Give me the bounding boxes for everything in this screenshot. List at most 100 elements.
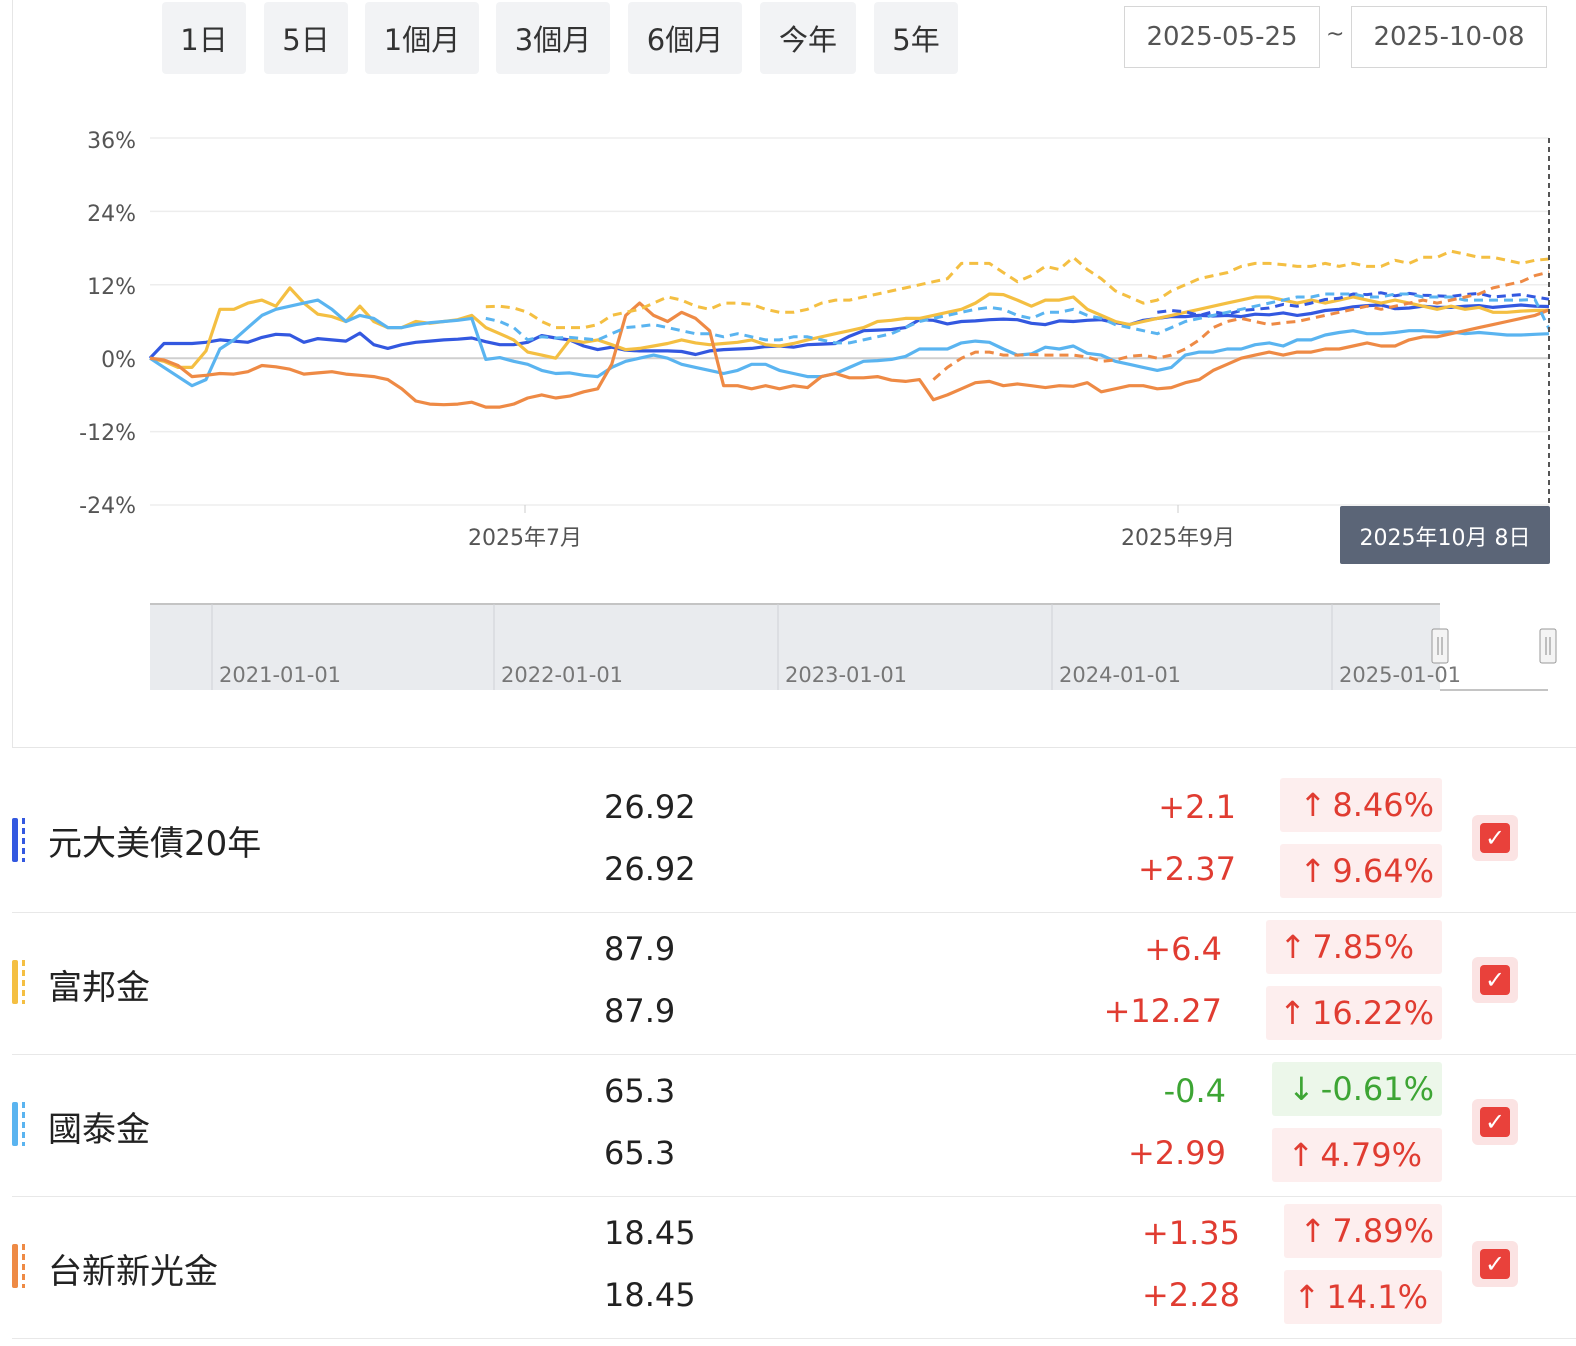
price: 18.45: [604, 1214, 696, 1252]
range-button-3m[interactable]: 3個月: [496, 2, 610, 74]
percent-badge: ↑ 14.1%: [1284, 1270, 1442, 1324]
series-line: [149, 298, 1550, 388]
price: 65.3: [604, 1072, 676, 1110]
range-button-6m[interactable]: 6個月: [628, 2, 742, 74]
arrow-up-icon: ↑: [1279, 928, 1307, 966]
checkmark-icon[interactable]: ✓: [1480, 823, 1510, 853]
percent-value: 4.79%: [1320, 1136, 1422, 1174]
series-legend-marker: [12, 1102, 26, 1146]
price: 87.9: [604, 930, 676, 968]
series-legend-marker: [12, 960, 26, 1004]
navigator-handle-right[interactable]: [1539, 628, 1557, 664]
range-button-ytd[interactable]: 今年: [760, 2, 856, 74]
y-tick-label: 24%: [87, 202, 136, 227]
arrow-up-icon: ↑: [1287, 1136, 1315, 1174]
arrow-up-icon: ↑: [1293, 1278, 1321, 1316]
y-tick-label: 0%: [101, 348, 136, 373]
crosshair-label: 2025年10月 8日: [1360, 526, 1531, 551]
arrow-down-icon: ↓: [1287, 1070, 1315, 1108]
security-name: 元大美債20年: [48, 824, 262, 864]
price: 26.92: [604, 850, 696, 888]
navigator-label: 2024-01-01: [1059, 663, 1181, 687]
navigator-handle-left[interactable]: [1431, 628, 1449, 664]
compare-checkbox[interactable]: ✓: [1472, 957, 1518, 1003]
range-button-1m[interactable]: 1個月: [365, 2, 479, 74]
range-button-1d[interactable]: 1日: [162, 2, 246, 74]
list-item: 元大美債20年 26.92 26.92 +2.1 +2.37 ↑ 8.46% ↑ 9…: [12, 770, 1576, 913]
navigator-label: 2022-01-01: [501, 663, 623, 687]
series-lines: [148, 249, 1551, 409]
arrow-up-icon: ↑: [1299, 1212, 1327, 1250]
legend-dashed-bar: [22, 1244, 25, 1288]
handle-left-grip[interactable]: [1431, 628, 1449, 664]
security-name: 富邦金: [48, 968, 150, 1008]
security-name: 台新新光金: [48, 1252, 218, 1292]
y-tick-label: 36%: [87, 129, 136, 154]
percent-value: 16.22%: [1311, 994, 1434, 1032]
y-tick-label: -24%: [79, 494, 136, 519]
y-tick-label: -12%: [79, 421, 136, 446]
performance-chart[interactable]: 36% 24% 12% 0% -12% -24% 2025年7月 2025年9月…: [0, 0, 1576, 700]
x-axis: 2025年7月 2025年9月: [468, 505, 1235, 551]
legend-dashed-bar: [22, 1102, 25, 1146]
percent-value: 9.64%: [1332, 852, 1434, 890]
series-legend-marker: [12, 818, 26, 862]
change-value: +2.28: [1141, 1276, 1240, 1314]
arrow-up-icon: ↑: [1299, 786, 1327, 824]
legend-solid-bar: [12, 960, 18, 1004]
price: 18.45: [604, 1276, 696, 1314]
change-value: +2.37: [1137, 850, 1236, 888]
compare-checkbox[interactable]: ✓: [1472, 815, 1518, 861]
range-button-5d[interactable]: 5日: [264, 2, 348, 74]
legend-solid-bar: [12, 1244, 18, 1288]
chart-panel: [12, 0, 1576, 748]
change-value: +12.27: [1103, 992, 1222, 1030]
percent-badge: ↑ 9.64%: [1280, 844, 1442, 898]
price: 65.3: [604, 1134, 676, 1172]
checkmark-icon[interactable]: ✓: [1480, 1107, 1510, 1137]
handle-right-grip[interactable]: [1539, 628, 1557, 664]
legend-dashed-bar: [22, 818, 25, 862]
list-item: 富邦金 87.9 87.9 +6.4 +12.27 ↑ 7.85% ↑ 16.22%…: [12, 912, 1576, 1055]
series-line: [148, 303, 1550, 360]
date-range-separator: ~: [1326, 22, 1345, 47]
arrow-up-icon: ↑: [1279, 994, 1306, 1032]
arrow-up-icon: ↑: [1299, 852, 1327, 890]
x-tick-label: 2025年9月: [1121, 526, 1235, 551]
percent-badge: ↑ 4.79%: [1272, 1128, 1442, 1182]
navigator-label: 2021-01-01: [219, 663, 341, 687]
legend-solid-bar: [12, 1102, 18, 1146]
checkmark-icon[interactable]: ✓: [1480, 1249, 1510, 1279]
checkmark-icon[interactable]: ✓: [1480, 965, 1510, 995]
end-date-input[interactable]: 2025-10-08: [1351, 6, 1547, 68]
series-line: [149, 301, 1550, 409]
range-button-5y[interactable]: 5年: [874, 2, 958, 74]
change-value: +1.35: [1141, 1214, 1240, 1252]
change-value: +6.4: [1144, 930, 1222, 968]
navigator-label: 2025-01-01: [1339, 663, 1461, 687]
compare-checkbox[interactable]: ✓: [1472, 1099, 1518, 1145]
chart-grid: [150, 137, 1549, 506]
crosshair-label-bg: [1340, 506, 1550, 564]
x-tick-label: 2025年7月: [468, 526, 582, 551]
list-item: 國泰金 65.3 65.3 -0.4 +2.99 ↓ -0.61% ↑ 4.79% …: [12, 1054, 1576, 1197]
compare-checkbox[interactable]: ✓: [1472, 1241, 1518, 1287]
navigator-label: 2023-01-01: [785, 663, 907, 687]
percent-value: 7.89%: [1332, 1212, 1434, 1250]
y-axis: 36% 24% 12% 0% -12% -24%: [79, 129, 136, 519]
legend-dashed-bar: [22, 960, 25, 1004]
change-value: +2.99: [1127, 1134, 1226, 1172]
percent-value: 14.1%: [1326, 1278, 1428, 1316]
navigator[interactable]: 2021-01-01 2022-01-01 2023-01-01 2024-01…: [150, 603, 1557, 691]
percent-badge: ↓ -0.61%: [1272, 1062, 1442, 1116]
navigator-selected-range[interactable]: [1440, 604, 1548, 690]
list-item: 台新新光金 18.45 18.45 +1.35 +2.28 ↑ 7.89% ↑ 14…: [12, 1196, 1576, 1339]
start-date-input[interactable]: 2025-05-25: [1124, 6, 1320, 68]
percent-badge: ↑ 7.85%: [1266, 920, 1442, 974]
series-line-dashed: [932, 270, 1550, 381]
price: 87.9: [604, 992, 676, 1030]
y-tick-label: 12%: [87, 275, 136, 300]
series-line-dashed: [485, 249, 1550, 330]
percent-value: 7.85%: [1312, 928, 1414, 966]
percent-value: 8.46%: [1332, 786, 1434, 824]
